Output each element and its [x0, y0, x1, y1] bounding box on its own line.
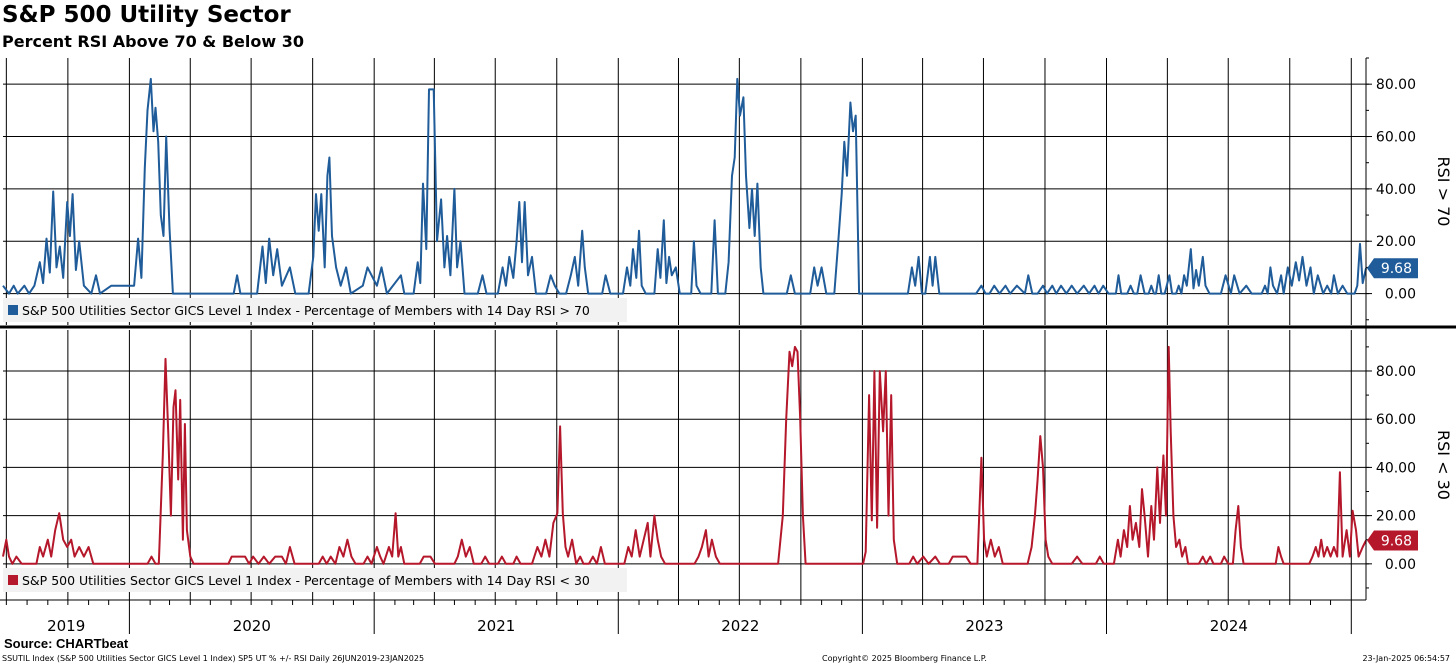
last-value-tag-rsi_below_30: 9.68 — [1367, 530, 1418, 551]
y-tick-label: 20.00 — [1376, 234, 1416, 250]
x-tick-label: 2021 — [477, 617, 515, 635]
legend-label: S&P 500 Utilities Sector GICS Level 1 In… — [22, 573, 590, 588]
last-value-marker — [1367, 530, 1418, 551]
y-tick-label: 40.00 — [1376, 460, 1416, 476]
y-tick-label: 0.00 — [1385, 287, 1416, 303]
grid-layer — [3, 58, 1366, 600]
y-tick-label: 60.00 — [1376, 412, 1416, 428]
axis-layer: 80.00 60.00 40.00 20.00 0.00 9.68 RSI > 70 80.0… — [0, 57, 1456, 635]
y-tick-label: 0.00 — [1385, 557, 1416, 573]
footer-description: SSUTIL Index (S&P 500 Utilities Sector G… — [2, 654, 425, 663]
y-tick-label: 80.00 — [1376, 77, 1416, 93]
legend-rsi_below_30: S&P 500 Utilities Sector GICS Level 1 In… — [3, 568, 627, 592]
legend-box — [3, 568, 627, 592]
last-value-label: 9.68 — [1381, 534, 1412, 550]
x-tick-label: 2020 — [233, 617, 271, 635]
page-title: S&P 500 Utility Sector — [2, 2, 291, 28]
y-axis-label-rsi_below_30: RSI < 30 — [1434, 430, 1453, 500]
page-subtitle: Percent RSI Above 70 & Below 30 — [2, 32, 304, 51]
last-value-label: 9.68 — [1381, 261, 1412, 277]
legend-rsi_above_70: S&P 500 Utilities Sector GICS Level 1 In… — [3, 298, 627, 322]
series-layer: S&P 500 Utilities Sector GICS Level 1 In… — [2, 77, 1367, 592]
source-note: Source: CHARTbeat — [4, 636, 129, 651]
legend-swatch — [8, 575, 18, 585]
footer-copyright: Copyright© 2025 Bloomberg Finance L.P. — [822, 654, 987, 663]
x-tick-label: 2023 — [965, 617, 1003, 635]
x-tick-label: 2019 — [47, 617, 85, 635]
y-axis-label-rsi_above_70: RSI > 70 — [1434, 157, 1453, 227]
y-tick-label: 20.00 — [1376, 509, 1416, 525]
legend-box — [3, 298, 627, 322]
legend-label: S&P 500 Utilities Sector GICS Level 1 In… — [22, 303, 590, 318]
legend-swatch — [8, 305, 18, 315]
series-line-rsi_below_30 — [2, 345, 1367, 565]
last-value-tag-rsi_above_70: 9.68 — [1367, 258, 1418, 279]
footer-timestamp: 23-Jan-2025 06:54:57 — [1362, 654, 1450, 663]
series-line-rsi_above_70 — [2, 77, 1367, 295]
last-value-marker — [1367, 258, 1418, 279]
y-tick-label: 60.00 — [1376, 130, 1416, 146]
x-tick-label: 2022 — [721, 617, 759, 635]
y-tick-label: 40.00 — [1376, 182, 1416, 198]
x-tick-label: 2024 — [1210, 617, 1248, 635]
y-tick-label: 80.00 — [1376, 364, 1416, 380]
